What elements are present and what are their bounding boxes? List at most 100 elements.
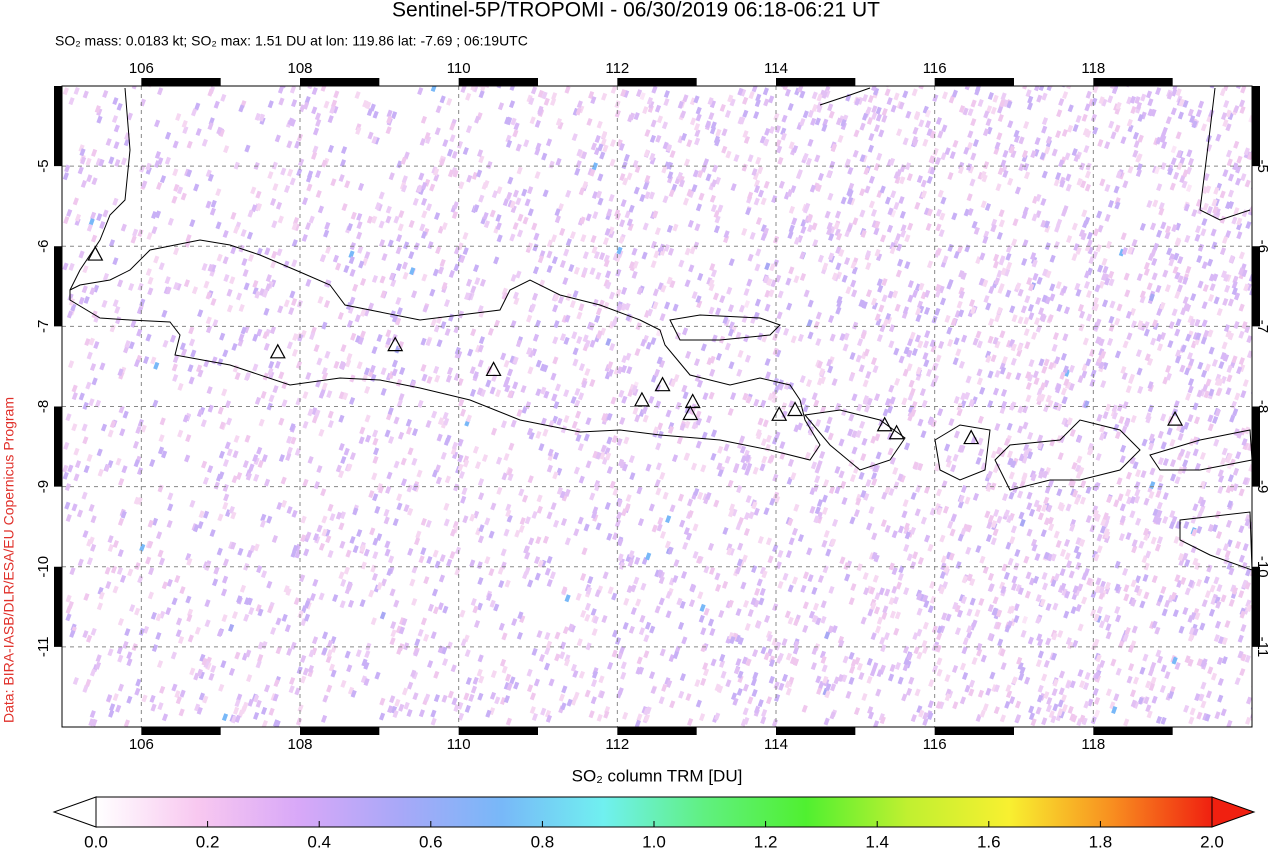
pixel xyxy=(185,434,192,443)
pixel xyxy=(763,138,770,147)
pixel xyxy=(167,217,174,226)
pixel xyxy=(1019,518,1026,527)
pixel xyxy=(1121,372,1128,381)
pixel xyxy=(504,384,511,393)
pixel xyxy=(721,145,728,154)
pixel xyxy=(626,585,633,594)
pixel xyxy=(1166,427,1173,436)
pixel xyxy=(644,129,651,138)
pixel xyxy=(741,656,748,665)
pixel xyxy=(839,333,846,342)
pixel xyxy=(151,226,158,235)
pixel xyxy=(636,713,643,722)
pixel xyxy=(135,678,142,687)
pixel xyxy=(165,286,172,295)
pixel xyxy=(981,174,988,183)
pixel xyxy=(151,517,159,526)
frame-band xyxy=(617,727,697,735)
pixel xyxy=(376,482,383,491)
pixel xyxy=(659,530,667,539)
pixel xyxy=(107,543,114,552)
pixel xyxy=(1045,135,1052,144)
y-tick-label: -5 xyxy=(1254,159,1271,172)
pixel xyxy=(396,307,403,316)
pixel xyxy=(508,100,516,109)
pixel xyxy=(1044,296,1052,305)
pixel xyxy=(495,389,502,398)
pixel xyxy=(1194,318,1201,327)
pixel xyxy=(1028,283,1035,292)
pixel xyxy=(737,87,744,96)
pixel xyxy=(1199,504,1206,513)
pixel xyxy=(264,247,271,256)
pixel xyxy=(858,471,865,480)
pixel xyxy=(963,208,970,217)
pixel xyxy=(223,145,230,154)
pixel xyxy=(912,126,919,135)
pixel xyxy=(1230,584,1237,593)
pixel xyxy=(535,536,542,545)
pixel xyxy=(141,694,148,703)
pixel xyxy=(667,247,675,256)
pixel xyxy=(708,283,715,292)
frame-band xyxy=(1252,86,1260,167)
pixel xyxy=(1066,235,1073,244)
pixel xyxy=(895,581,902,590)
pixel xyxy=(433,694,440,703)
pixel xyxy=(783,381,791,390)
pixel xyxy=(145,166,152,175)
pixel xyxy=(196,706,203,715)
pixel xyxy=(823,717,830,726)
pixel xyxy=(591,191,599,200)
pixel xyxy=(668,654,675,663)
pixel xyxy=(906,553,913,562)
pixel xyxy=(768,655,776,664)
pixel xyxy=(747,696,754,705)
pixel xyxy=(648,100,655,109)
pixel xyxy=(739,445,747,454)
pixel xyxy=(1045,637,1052,646)
pixel xyxy=(590,608,597,617)
pixel xyxy=(850,583,857,592)
pixel xyxy=(443,518,450,527)
pixel xyxy=(828,486,836,494)
pixel xyxy=(1075,464,1082,473)
pixel xyxy=(649,156,656,165)
pixel xyxy=(841,497,848,505)
pixel xyxy=(625,494,632,503)
pixel xyxy=(171,683,178,692)
pixel xyxy=(1037,512,1044,521)
pixel xyxy=(617,553,624,562)
pixel xyxy=(1026,528,1033,537)
pixel xyxy=(675,401,682,410)
pixel xyxy=(133,496,140,505)
pixel xyxy=(630,607,637,616)
pixel xyxy=(222,558,230,567)
pixel xyxy=(389,695,396,704)
pixel xyxy=(1119,455,1126,464)
pixel xyxy=(1045,270,1052,279)
pixel xyxy=(891,530,898,539)
pixel xyxy=(478,492,485,501)
pixel xyxy=(1209,283,1216,292)
pixel xyxy=(460,86,467,93)
pixel xyxy=(1200,700,1207,709)
pixel xyxy=(614,636,622,645)
y-tick-label: -6 xyxy=(35,240,52,253)
x-tick-label: 110 xyxy=(447,60,471,77)
pixel xyxy=(393,215,400,224)
pixel xyxy=(734,634,741,643)
x-tick-label: 106 xyxy=(129,60,154,77)
pixel xyxy=(1049,293,1056,302)
pixel xyxy=(873,162,880,171)
pixel xyxy=(723,318,731,327)
pixel xyxy=(83,592,90,601)
pixel xyxy=(1196,511,1203,519)
pixel xyxy=(996,231,1003,240)
pixel xyxy=(391,111,398,120)
pixel xyxy=(68,360,75,369)
pixel xyxy=(499,697,507,705)
pixel xyxy=(300,675,307,684)
pixel xyxy=(909,526,917,535)
pixel xyxy=(1125,496,1133,505)
